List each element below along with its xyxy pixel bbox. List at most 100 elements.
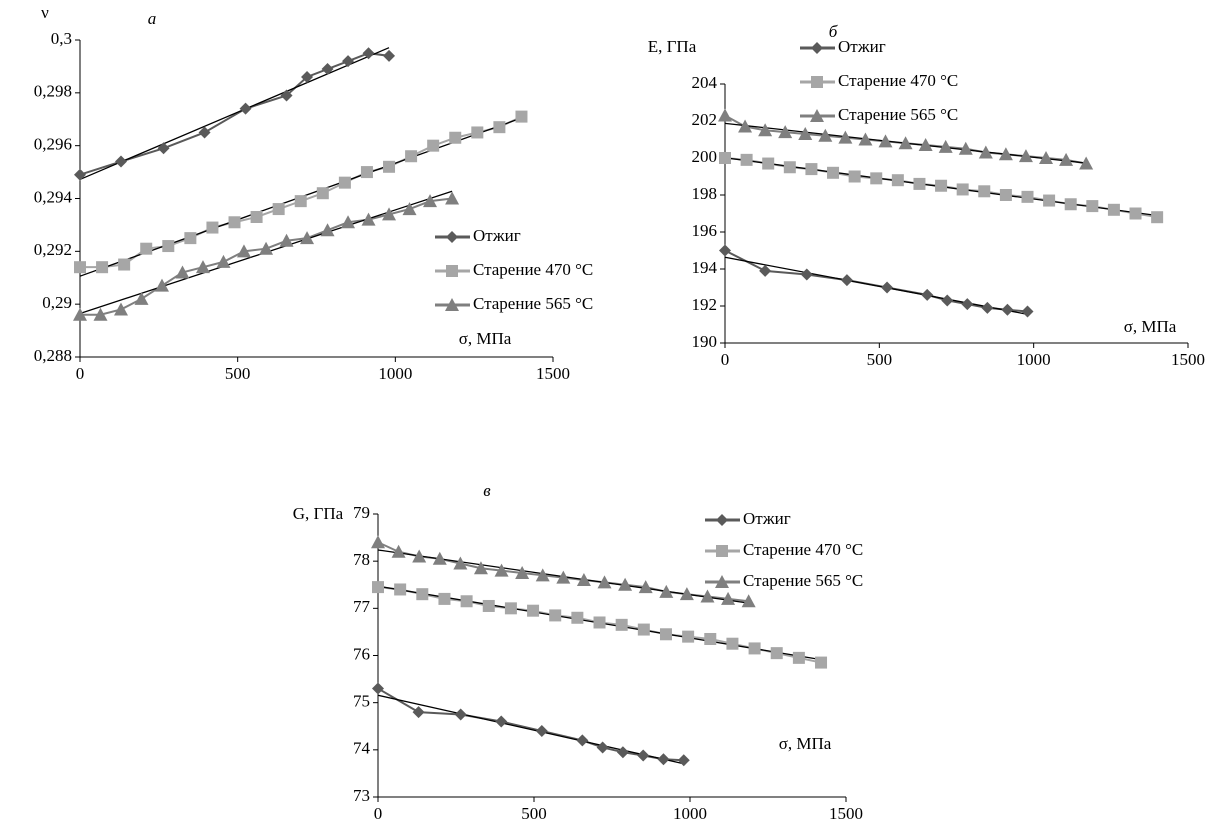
data-point	[535, 568, 550, 582]
data-point	[637, 749, 650, 762]
data-point	[294, 195, 307, 208]
chart-title: в	[483, 481, 491, 500]
data-point	[113, 302, 128, 316]
y-tick-label: 204	[692, 73, 718, 92]
data-point	[198, 126, 211, 139]
legend-label: Старение 470 °C	[838, 71, 958, 90]
data-point	[827, 166, 840, 179]
data-point	[157, 142, 170, 155]
data-point	[870, 172, 883, 185]
data-point	[798, 126, 813, 140]
data-point	[342, 55, 355, 68]
data-point	[1039, 151, 1054, 164]
data-point	[657, 753, 670, 766]
data-point	[682, 630, 695, 643]
data-point	[593, 616, 606, 629]
data-point	[391, 544, 406, 558]
data-point	[473, 561, 488, 575]
data-point	[301, 70, 314, 83]
x-tick-label: 1000	[1017, 350, 1051, 369]
data-point	[659, 628, 672, 641]
data-point	[382, 207, 397, 221]
data-point	[1086, 200, 1099, 213]
y-tick-label: 200	[692, 147, 718, 166]
data-point	[405, 150, 418, 163]
data-point	[280, 89, 293, 102]
y-tick-label: 73	[353, 786, 370, 805]
legend-label: Отжиг	[743, 509, 791, 528]
data-point	[73, 307, 87, 321]
data-point	[838, 130, 853, 144]
legend-label: Отжиг	[473, 226, 521, 245]
chart-title: а	[148, 9, 157, 28]
data-point	[700, 589, 715, 603]
data-point	[460, 595, 473, 608]
legend-label: Старение 565 °C	[838, 105, 958, 124]
y-tick-label: 77	[353, 597, 371, 616]
y-axis-label: ν	[41, 3, 49, 22]
data-point	[527, 604, 540, 617]
data-point	[677, 754, 690, 767]
data-point	[184, 232, 197, 245]
y-tick-label: 0,294	[34, 187, 73, 206]
legend-marker	[811, 42, 823, 54]
data-point	[956, 183, 969, 196]
data-point	[471, 126, 484, 139]
x-axis-label: σ, МПа	[779, 734, 832, 753]
data-point	[453, 556, 468, 570]
legend-marker	[446, 231, 458, 243]
data-point	[175, 265, 190, 279]
x-tick-label: 0	[721, 350, 730, 369]
data-point	[341, 215, 356, 229]
data-point	[921, 288, 934, 301]
y-tick-label: 74	[353, 739, 371, 758]
data-point	[195, 260, 210, 274]
data-point	[279, 233, 294, 247]
data-point	[438, 592, 451, 605]
data-point	[958, 141, 973, 155]
data-point	[918, 138, 933, 152]
data-point	[493, 121, 506, 134]
data-point	[891, 174, 904, 187]
data-point	[938, 139, 953, 153]
y-tick-label: 78	[353, 550, 370, 569]
data-point	[383, 160, 396, 173]
legend-marker	[715, 575, 729, 588]
trend-line	[377, 694, 684, 765]
legend-marker	[445, 298, 459, 311]
data-point	[792, 651, 805, 664]
legend-label: Старение 470 °C	[743, 540, 863, 559]
x-tick-label: 500	[225, 364, 251, 383]
data-point	[383, 49, 396, 62]
y-tick-label: 194	[692, 258, 718, 277]
data-point	[1021, 305, 1034, 318]
data-point	[272, 203, 285, 216]
data-point	[571, 611, 584, 624]
series-line	[377, 687, 684, 762]
data-point	[748, 642, 761, 655]
data-point	[718, 108, 732, 122]
y-tick-label: 0,29	[42, 293, 72, 312]
data-point	[372, 581, 384, 594]
data-point	[372, 682, 384, 695]
data-point	[93, 307, 108, 321]
legend-label: Старение 565 °C	[473, 294, 593, 313]
data-point	[818, 128, 833, 142]
data-point	[576, 734, 589, 747]
data-point	[338, 176, 351, 189]
data-point	[999, 189, 1012, 201]
data-point	[118, 258, 131, 271]
data-point	[494, 563, 509, 577]
data-point	[719, 152, 731, 164]
y-tick-label: 79	[353, 503, 370, 522]
data-point	[162, 240, 175, 253]
data-point	[783, 161, 796, 174]
data-point	[881, 281, 894, 294]
data-point	[1001, 303, 1014, 316]
data-point	[362, 47, 375, 60]
y-tick-label: 76	[353, 644, 370, 663]
data-point	[74, 261, 86, 274]
data-point	[535, 724, 548, 737]
data-point	[556, 570, 571, 584]
